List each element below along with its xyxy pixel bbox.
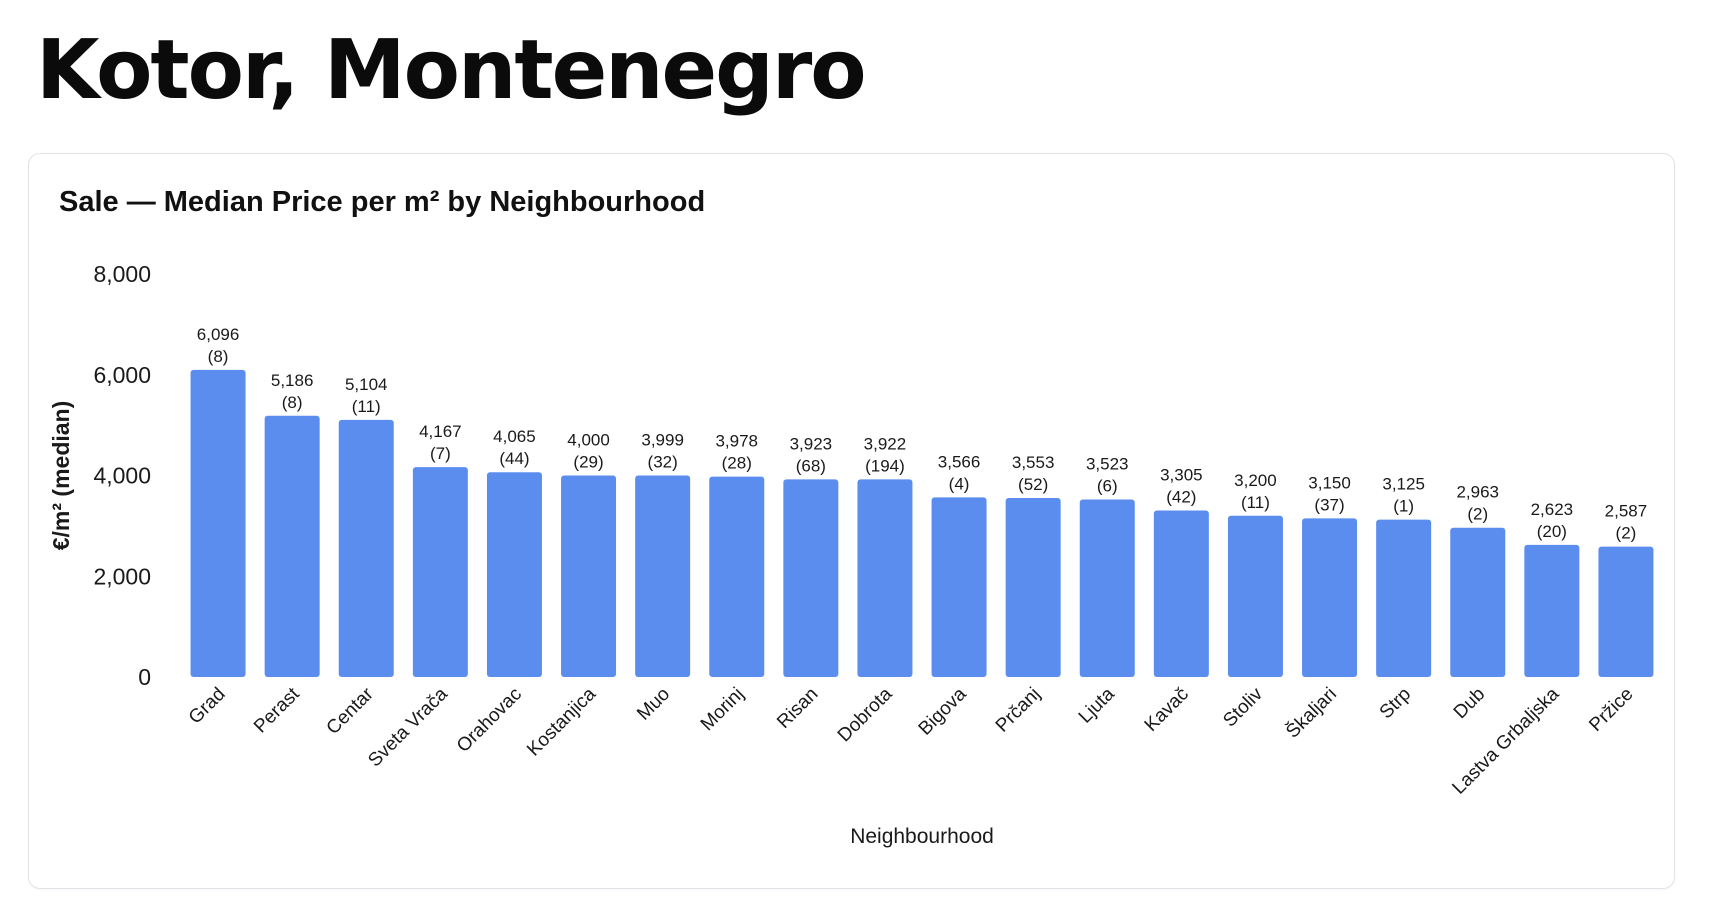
- y-tick-label: 6,000: [93, 362, 151, 388]
- x-tick-label: Pržice: [1585, 684, 1637, 736]
- bar-value-label: 3,923: [790, 434, 833, 453]
- bar: [931, 497, 987, 677]
- bar-count-label: (8): [282, 393, 303, 412]
- bar: [857, 479, 913, 677]
- bar-count-label: (2): [1616, 524, 1637, 543]
- x-tick-label: Morinj: [697, 684, 748, 735]
- bar-value-label: 3,200: [1234, 471, 1277, 490]
- chart-title: Sale — Median Price per m² by Neighbourh…: [59, 186, 706, 218]
- x-tick-label: Bigova: [915, 683, 971, 739]
- bar-value-label: 3,999: [641, 431, 684, 450]
- bar-value-label: 3,566: [938, 452, 981, 471]
- bar-value-label: 2,963: [1456, 483, 1499, 502]
- bar: [338, 419, 394, 677]
- x-tick-label: Risan: [773, 684, 822, 733]
- bar: [709, 476, 765, 677]
- bar-value-label: 3,305: [1160, 466, 1203, 485]
- bar-count-label: (2): [1467, 505, 1488, 524]
- bar-count-label: (44): [499, 449, 529, 468]
- bar-count-label: (11): [1241, 493, 1270, 512]
- x-axis-title: Neighbourhood: [850, 825, 994, 848]
- bar: [1227, 515, 1283, 677]
- bar: [486, 472, 542, 677]
- bar-count-label: (37): [1314, 495, 1344, 514]
- bar-count-label: (32): [648, 453, 678, 472]
- y-tick-label: 2,000: [93, 563, 151, 589]
- bar: [1450, 527, 1506, 677]
- bar-count-label: (7): [430, 444, 451, 463]
- x-tick-label: Dub: [1450, 684, 1489, 723]
- x-tick-label: Kavač: [1141, 684, 1193, 736]
- bar-count-label: (194): [865, 456, 905, 475]
- x-tick-label: Strp: [1376, 684, 1415, 723]
- bar: [1005, 498, 1061, 677]
- y-tick-label: 0: [138, 664, 151, 690]
- bar-value-label: 3,553: [1012, 453, 1055, 472]
- x-tick-label: Muo: [633, 684, 674, 725]
- bar-value-label: 2,587: [1605, 502, 1648, 521]
- x-tick-label: Stoliv: [1219, 683, 1267, 731]
- bar-value-label: 4,065: [493, 427, 536, 446]
- bar: [783, 479, 839, 677]
- x-tick-label: Škaljari: [1281, 683, 1341, 743]
- bar: [264, 415, 320, 677]
- x-tick-label: Sveta Vrača: [364, 683, 452, 771]
- bar: [1524, 544, 1580, 677]
- bar-value-label: 5,186: [271, 371, 314, 390]
- y-tick-label: 4,000: [93, 463, 151, 489]
- x-tick-label: Orahovac: [453, 684, 526, 757]
- x-tick-label: Kostanjica: [523, 683, 600, 760]
- bar-value-label: 5,104: [345, 375, 388, 394]
- bar-count-label: (4): [949, 474, 970, 493]
- bar-count-label: (68): [796, 456, 826, 475]
- bar: [1153, 510, 1209, 677]
- x-tick-label: Prčanj: [992, 684, 1045, 737]
- chart-card: Sale — Median Price per m² by Neighbourh…: [28, 153, 1675, 889]
- bar-count-label: (8): [208, 347, 229, 366]
- bar-value-label: 4,000: [567, 431, 610, 450]
- bar: [561, 475, 617, 677]
- bar: [1079, 499, 1135, 677]
- bar-count-label: (52): [1018, 475, 1048, 494]
- bar-count-label: (20): [1537, 522, 1567, 541]
- bar: [1598, 546, 1654, 677]
- bar: [1302, 518, 1358, 677]
- bar-value-label: 2,623: [1531, 500, 1574, 519]
- bar-value-label: 3,150: [1308, 473, 1351, 492]
- x-tick-label: Ljuta: [1075, 683, 1119, 727]
- bar-value-label: 3,523: [1086, 455, 1129, 474]
- bar: [190, 369, 246, 677]
- bar-count-label: (42): [1166, 488, 1196, 507]
- bar: [1376, 519, 1432, 677]
- bar-count-label: (11): [352, 397, 381, 416]
- y-tick-label: 8,000: [93, 261, 151, 287]
- y-axis-title: €/m² (median): [48, 401, 74, 551]
- bar-value-label: 3,922: [864, 434, 907, 453]
- bar-count-label: (29): [573, 453, 603, 472]
- bar-value-label: 4,167: [419, 422, 462, 441]
- x-tick-label: Dobrota: [834, 683, 897, 746]
- bar-value-label: 3,125: [1382, 475, 1425, 494]
- bar-count-label: (28): [722, 454, 752, 473]
- x-tick-label: Perast: [250, 683, 304, 737]
- x-tick-label: Grad: [185, 684, 230, 729]
- bar-value-label: 6,096: [197, 325, 240, 344]
- bar-chart: 0 2,000 4,000 6,000 8,000 €/m² (median) 6,096 (…: [48, 261, 1654, 848]
- page-title: Kotor, Montenegro: [36, 23, 867, 118]
- bar-count-label: (1): [1393, 497, 1414, 516]
- x-tick-label: Centar: [323, 683, 379, 739]
- bar-count-label: (6): [1097, 477, 1118, 496]
- bar: [635, 475, 691, 677]
- bar-value-label: 3,978: [715, 432, 758, 451]
- bar: [412, 467, 468, 677]
